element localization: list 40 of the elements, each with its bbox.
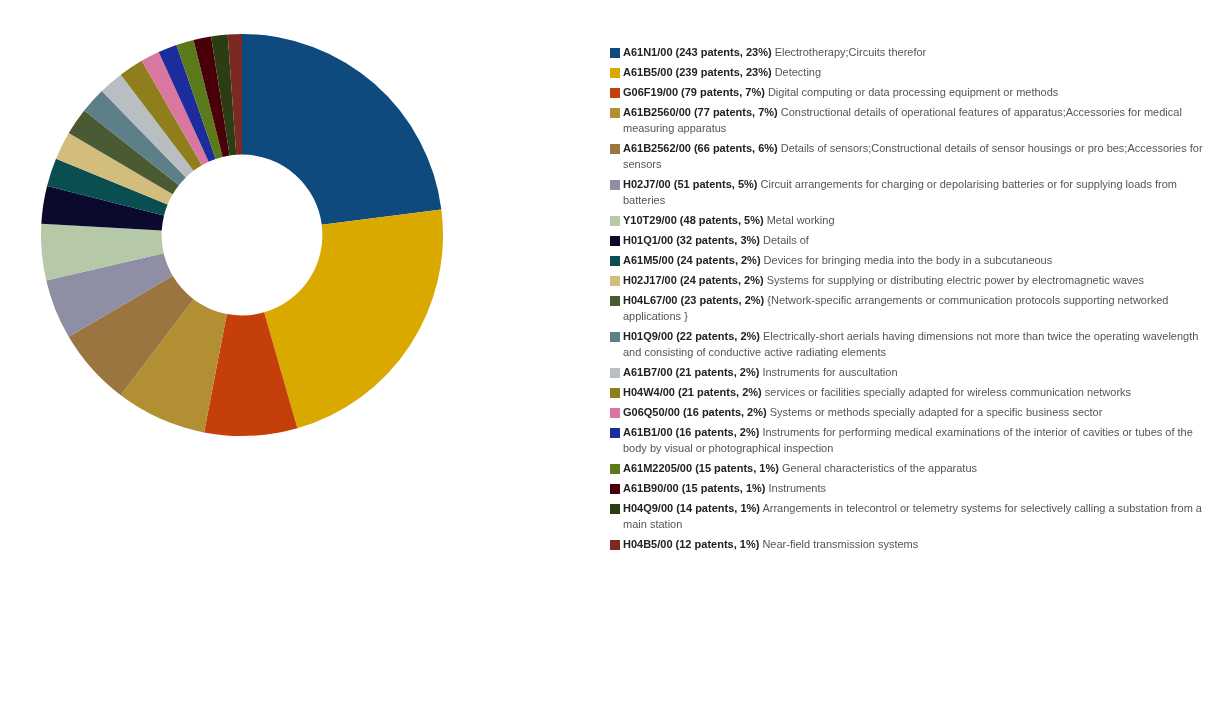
donut-slice xyxy=(242,34,442,225)
donut-slice xyxy=(158,45,216,162)
donut-slice xyxy=(264,209,443,429)
donut-slice xyxy=(141,52,209,166)
donut-slice xyxy=(176,39,223,160)
donut-slice xyxy=(68,110,179,195)
category-label: A61B2562/00 (66 patents, 6%) Details of sensors;Constructional details of sensor housings or pro bes;Accessories for sensors xyxy=(623,142,1203,170)
donut-slice xyxy=(204,312,298,436)
legend-label: H02J17/00 (24 patents, 2%) Systems for supplying or distributing electric power by electromagnetic waves xyxy=(623,273,1144,288)
donut-slice xyxy=(47,158,168,216)
donut-slice xyxy=(211,34,237,156)
category-label: H04L67/00 (23 patents, 2%) {Network-specific arrangements or communication protocols supporting networked applications } xyxy=(623,294,1169,322)
donut-slice xyxy=(41,223,164,281)
donut-slice xyxy=(41,185,165,231)
donut-slice xyxy=(68,275,194,396)
legend-label: Y10T29/00 (48 patents, 5%) Metal working xyxy=(623,213,835,228)
legend-label: A61B5/00 (239 patents, 23%) Detecting xyxy=(623,65,822,80)
legend-label: A61N1/00 (243 patents, 23%) Electrotherapy;Circuits therefor xyxy=(623,45,927,60)
category-label: H04Q9/00 (14 patents, 1%) Arrangements in telecontrol or telemetry systems for selectively calling a substation from a main station xyxy=(623,502,1202,530)
legend-label: A61B90/00 (15 patents, 1%) Instruments xyxy=(623,481,826,496)
category-label: H02J7/00 (51 patents, 5%) Circuit arrangements for charging or depolarising batteries or for supplying loads from batteries xyxy=(623,178,1177,206)
donut-slice xyxy=(101,74,194,178)
legend-label: A61B1/00 (16 patents, 2%) Instruments for performing medical examinations of the interior of cavities or tubes of the body by visual or photographical inspection xyxy=(623,425,1194,456)
legend-label: G06F19/00 (79 patents, 7%) Digital computing or data processing equipment or methods xyxy=(623,85,1059,100)
legend-label: H01Q9/00 (22 patents, 2%) Electrically-short aerials having dimensions not more than twice the operating wavelength and consisting of conductive active radiating elements xyxy=(623,329,1200,360)
legend-label: H04W4/00 (21 patents, 2%) services or facilities specially adapted for wireless communication networks xyxy=(623,385,1132,400)
donut-slice xyxy=(56,133,173,205)
donut-slice xyxy=(193,36,230,157)
legend-label: A61B7/00 (21 patents, 2%) Instruments for auscultation xyxy=(623,365,898,380)
legend-label: A61M2205/00 (15 patents, 1%) General characteristics of the apparatus xyxy=(623,461,978,476)
legend-label: H01Q1/00 (32 patents, 3%) Details of xyxy=(623,233,809,248)
legend-label: G06Q50/00 (16 patents, 2%) Systems or methods specially adapted for a specific business sector xyxy=(623,405,1103,420)
donut-slice xyxy=(46,253,173,337)
category-label: A61B2560/00 (77 patents, 7%) Constructional details of operational features of apparatus;Accessories for medical measuring apparatus xyxy=(623,106,1182,134)
legend-label: H04B5/00 (12 patents, 1%) Near-field transmission systems xyxy=(623,537,919,552)
donut-slice xyxy=(120,60,202,171)
donut-slice xyxy=(84,90,186,186)
donut-slice xyxy=(120,299,227,433)
legend-label: A61M5/00 (24 patents, 2%) Devices for bringing media into the body in a subcutaneous xyxy=(623,253,1053,268)
donut-slice xyxy=(227,34,242,155)
